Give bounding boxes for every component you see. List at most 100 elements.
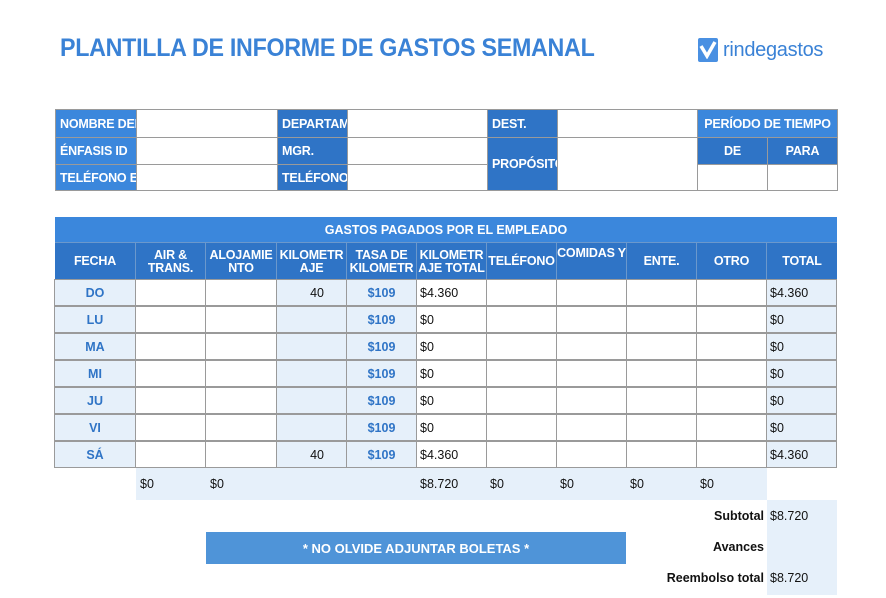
- reimbursement-value: $8.720: [770, 571, 809, 585]
- total-cell: $4.360: [766, 441, 837, 468]
- phone-cell[interactable]: [486, 360, 557, 387]
- employee-phone-field[interactable]: [136, 164, 278, 191]
- purpose-field[interactable]: [557, 137, 698, 191]
- from-field[interactable]: [697, 164, 768, 191]
- lodging-cell[interactable]: [205, 333, 277, 360]
- rate-cell[interactable]: $109: [346, 279, 417, 306]
- column-header-mileage-total: KILOMETR AJE TOTAL: [417, 243, 487, 280]
- phone-cell[interactable]: [486, 387, 557, 414]
- air-cell[interactable]: [135, 387, 206, 414]
- phone-cell[interactable]: [486, 333, 557, 360]
- total-phone: $0: [490, 477, 504, 491]
- column-header-phone: TELÉFONO: [487, 243, 557, 280]
- total-cell: $0: [766, 414, 837, 441]
- brand-name: rindegastos: [723, 38, 824, 61]
- to-field[interactable]: [767, 164, 838, 191]
- destination-field[interactable]: [557, 109, 698, 138]
- ent-cell[interactable]: [626, 279, 697, 306]
- ent-cell[interactable]: [626, 333, 697, 360]
- mileage-cell[interactable]: [276, 414, 347, 441]
- mileage-cell[interactable]: 40: [276, 279, 347, 306]
- rate-cell[interactable]: $109: [346, 414, 417, 441]
- emphasis-id-label: ÉNFASIS ID: [55, 137, 137, 165]
- department-field[interactable]: [347, 109, 488, 138]
- phone-cell[interactable]: [486, 279, 557, 306]
- meals-cell[interactable]: [556, 360, 627, 387]
- brand-logo: rindegastos: [698, 38, 823, 62]
- rate-cell[interactable]: $109: [346, 333, 417, 360]
- subtotal-value: $8.720: [770, 509, 809, 523]
- mileage-cell[interactable]: [276, 360, 347, 387]
- other-cell[interactable]: [696, 360, 767, 387]
- rate-cell[interactable]: $109: [346, 387, 417, 414]
- ent-cell[interactable]: [626, 414, 697, 441]
- air-cell[interactable]: [135, 306, 206, 333]
- other-cell[interactable]: [696, 333, 767, 360]
- phone-field[interactable]: [347, 164, 488, 191]
- employee-phone-label: TELÉFONO EM: [55, 164, 137, 191]
- ent-cell[interactable]: [626, 387, 697, 414]
- mileage-cell[interactable]: 40: [276, 441, 347, 468]
- lodging-cell[interactable]: [205, 387, 277, 414]
- expenses-banner: GASTOS PAGADOS POR EL EMPLEADO: [55, 217, 837, 243]
- meals-cell[interactable]: [556, 279, 627, 306]
- employee-name-field[interactable]: [136, 109, 278, 138]
- manager-label: MGR.: [277, 137, 348, 165]
- day-cell: SÁ: [54, 441, 136, 468]
- ent-cell[interactable]: [626, 441, 697, 468]
- employee-name-label: NOMBRE DEL: [55, 109, 137, 138]
- column-header-air-trans: AIR & TRANS.: [136, 243, 206, 280]
- period-label: PERÍODO DE TIEMPO: [697, 109, 838, 138]
- air-cell[interactable]: [135, 279, 206, 306]
- day-cell: MA: [54, 333, 136, 360]
- meals-cell[interactable]: [556, 414, 627, 441]
- column-header-date: FECHA: [55, 243, 136, 280]
- phone-cell[interactable]: [486, 306, 557, 333]
- rate-cell[interactable]: $109: [346, 360, 417, 387]
- total-ent: $0: [630, 477, 644, 491]
- total-cell: $4.360: [766, 279, 837, 306]
- meals-cell[interactable]: [556, 306, 627, 333]
- other-cell[interactable]: [696, 387, 767, 414]
- lodging-cell[interactable]: [205, 360, 277, 387]
- from-label: DE: [697, 137, 768, 165]
- air-cell[interactable]: [135, 441, 206, 468]
- meals-cell[interactable]: [556, 441, 627, 468]
- day-cell: JU: [54, 387, 136, 414]
- other-cell[interactable]: [696, 306, 767, 333]
- rate-cell[interactable]: $109: [346, 306, 417, 333]
- air-cell[interactable]: [135, 360, 206, 387]
- total-other: $0: [700, 477, 714, 491]
- meals-cell[interactable]: [556, 387, 627, 414]
- purpose-label: PROPÓSITO: [487, 137, 558, 191]
- total-lodging: $0: [210, 477, 224, 491]
- total-meals: $0: [560, 477, 574, 491]
- air-cell[interactable]: [135, 333, 206, 360]
- manager-field[interactable]: [347, 137, 488, 165]
- destination-label: DEST.: [487, 109, 558, 138]
- mileage-cell[interactable]: [276, 306, 347, 333]
- mileage-cell[interactable]: [276, 333, 347, 360]
- ent-cell[interactable]: [626, 360, 697, 387]
- ent-cell[interactable]: [626, 306, 697, 333]
- lodging-cell[interactable]: [205, 306, 277, 333]
- rate-cell[interactable]: $109: [346, 441, 417, 468]
- column-header-mileage: KILOMETR AJE: [277, 243, 347, 280]
- phone-cell[interactable]: [486, 414, 557, 441]
- column-header-entertainment: ENTE.: [627, 243, 697, 280]
- meals-cell[interactable]: [556, 333, 627, 360]
- total-mileage: $8.720: [420, 477, 459, 491]
- other-cell[interactable]: [696, 279, 767, 306]
- lodging-cell[interactable]: [205, 414, 277, 441]
- summary-column: [767, 500, 837, 595]
- lodging-cell[interactable]: [205, 441, 277, 468]
- phone-cell[interactable]: [486, 441, 557, 468]
- department-label: DEPARTAM: [277, 109, 348, 138]
- mileage-cell[interactable]: [276, 387, 347, 414]
- air-cell[interactable]: [135, 414, 206, 441]
- other-cell[interactable]: [696, 414, 767, 441]
- lodging-cell[interactable]: [205, 279, 277, 306]
- other-cell[interactable]: [696, 441, 767, 468]
- column-header-lodging: ALOJAMIE NTO: [206, 243, 277, 280]
- emphasis-id-field[interactable]: [136, 137, 278, 165]
